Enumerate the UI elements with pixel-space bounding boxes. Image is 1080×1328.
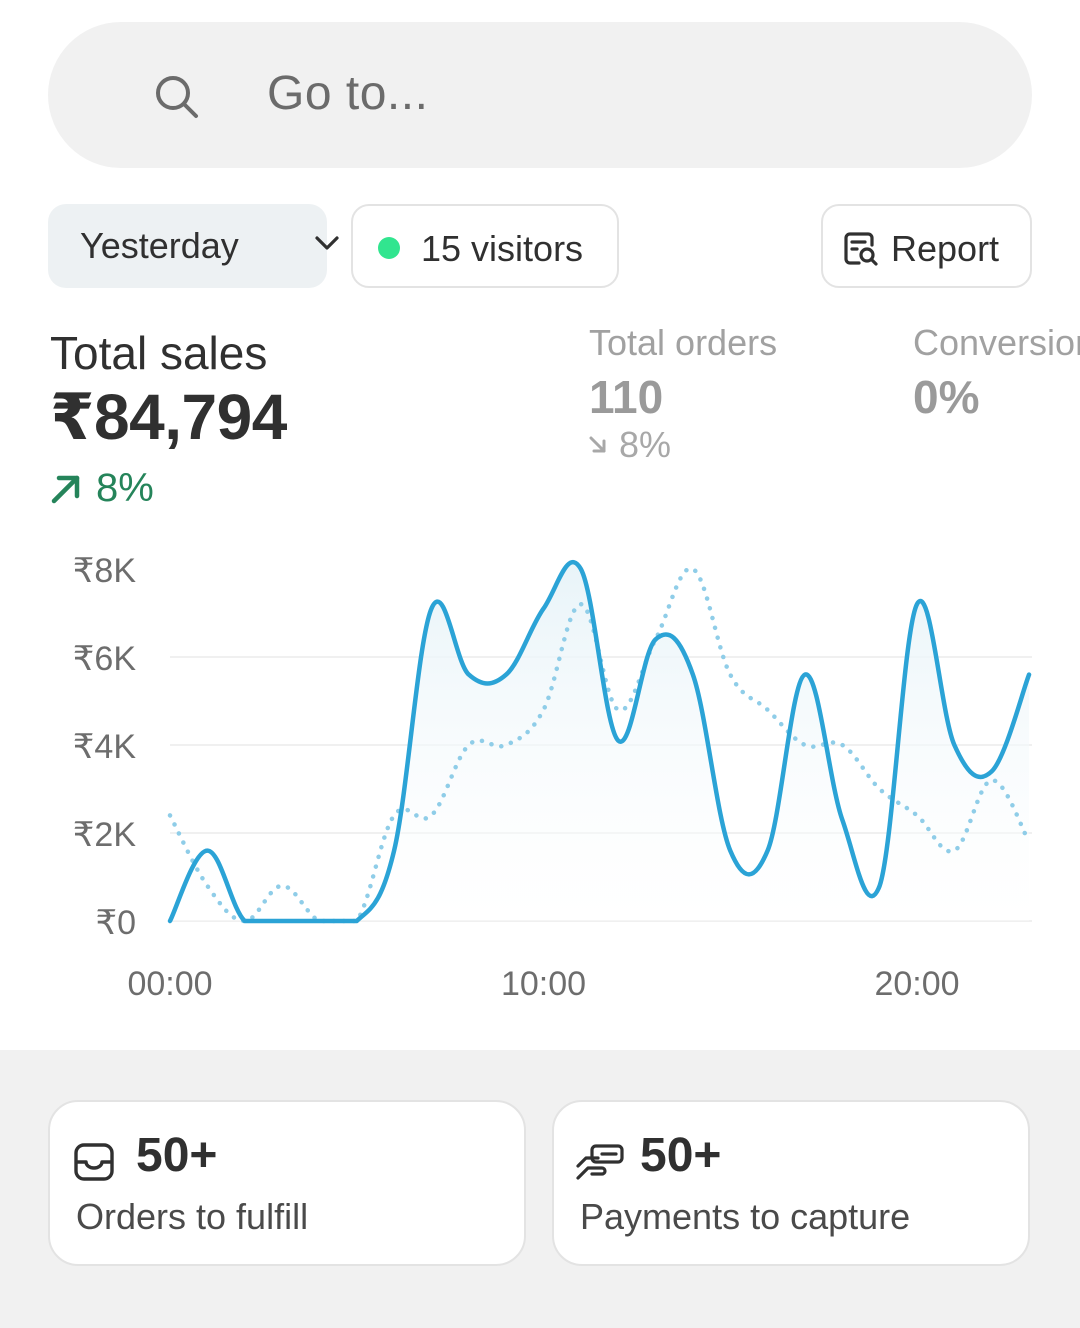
analytics-panel: Go to... Yesterday 15 visitors Report To… xyxy=(48,22,1080,1003)
x-tick-label: 00:00 xyxy=(127,965,212,1003)
x-tick-label: 20:00 xyxy=(874,965,959,1003)
payments-to-capture-label: Payments to capture xyxy=(580,1196,911,1237)
orders-to-fulfill-count: 50+ xyxy=(136,1129,218,1182)
sales-area-fill xyxy=(170,562,1030,921)
orders-to-fulfill-label: Orders to fulfill xyxy=(76,1196,309,1237)
date-range-label: Yesterday xyxy=(80,225,239,266)
chevron-down-icon xyxy=(315,236,339,250)
report-button[interactable]: Report xyxy=(821,204,1032,288)
conversion-title: Conversion xyxy=(913,322,1080,363)
y-tick-label: ₹0 xyxy=(95,904,136,942)
payments-to-capture-count: 50+ xyxy=(640,1129,722,1182)
sales-line-chart: ₹8K ₹6K ₹4K ₹2K ₹0 00:00 10:00 20:00 xyxy=(73,552,1032,1003)
y-tick-label: ₹4K xyxy=(73,728,137,766)
x-tick-label: 10:00 xyxy=(501,965,586,1003)
sales-series-line xyxy=(167,559,1032,924)
total-orders-title: Total orders xyxy=(589,322,778,363)
visitors-label: 15 visitors xyxy=(421,228,584,269)
hand-payment-icon xyxy=(576,1144,624,1180)
conversion-value: 0% xyxy=(913,371,980,423)
total-orders-change-value: 8% xyxy=(619,424,672,465)
tasks-section: 50+ Orders to fulfill 50+ Payments to ca… xyxy=(0,1050,1080,1328)
inbox-icon xyxy=(74,1143,114,1181)
live-visitors-button[interactable]: 15 visitors xyxy=(351,204,619,288)
payments-to-capture-card[interactable]: 50+ Payments to capture xyxy=(552,1100,1030,1266)
arrow-down-right-icon xyxy=(589,436,606,453)
live-status-dot xyxy=(378,237,400,259)
report-label: Report xyxy=(891,228,1000,269)
arrow-up-right-icon xyxy=(51,475,80,503)
y-tick-label: ₹2K xyxy=(73,816,137,854)
search-icon xyxy=(156,76,198,118)
search-bar[interactable]: Go to... xyxy=(48,22,1032,168)
total-orders-change: 8% xyxy=(589,424,671,466)
search-placeholder: Go to... xyxy=(267,67,429,120)
total-orders-value: 110 xyxy=(589,371,664,423)
date-range-dropdown[interactable]: Yesterday xyxy=(48,204,339,288)
orders-to-fulfill-card[interactable]: 50+ Orders to fulfill xyxy=(48,1100,526,1266)
report-icon xyxy=(844,232,878,266)
y-tick-label: ₹8K xyxy=(73,552,137,590)
total-sales-title: Total sales xyxy=(50,327,268,379)
total-sales-value: ₹84,794 xyxy=(50,381,287,453)
total-sales-change: 8% xyxy=(50,466,154,511)
total-sales-change-value: 8% xyxy=(96,466,154,510)
y-tick-label: ₹6K xyxy=(73,640,137,678)
